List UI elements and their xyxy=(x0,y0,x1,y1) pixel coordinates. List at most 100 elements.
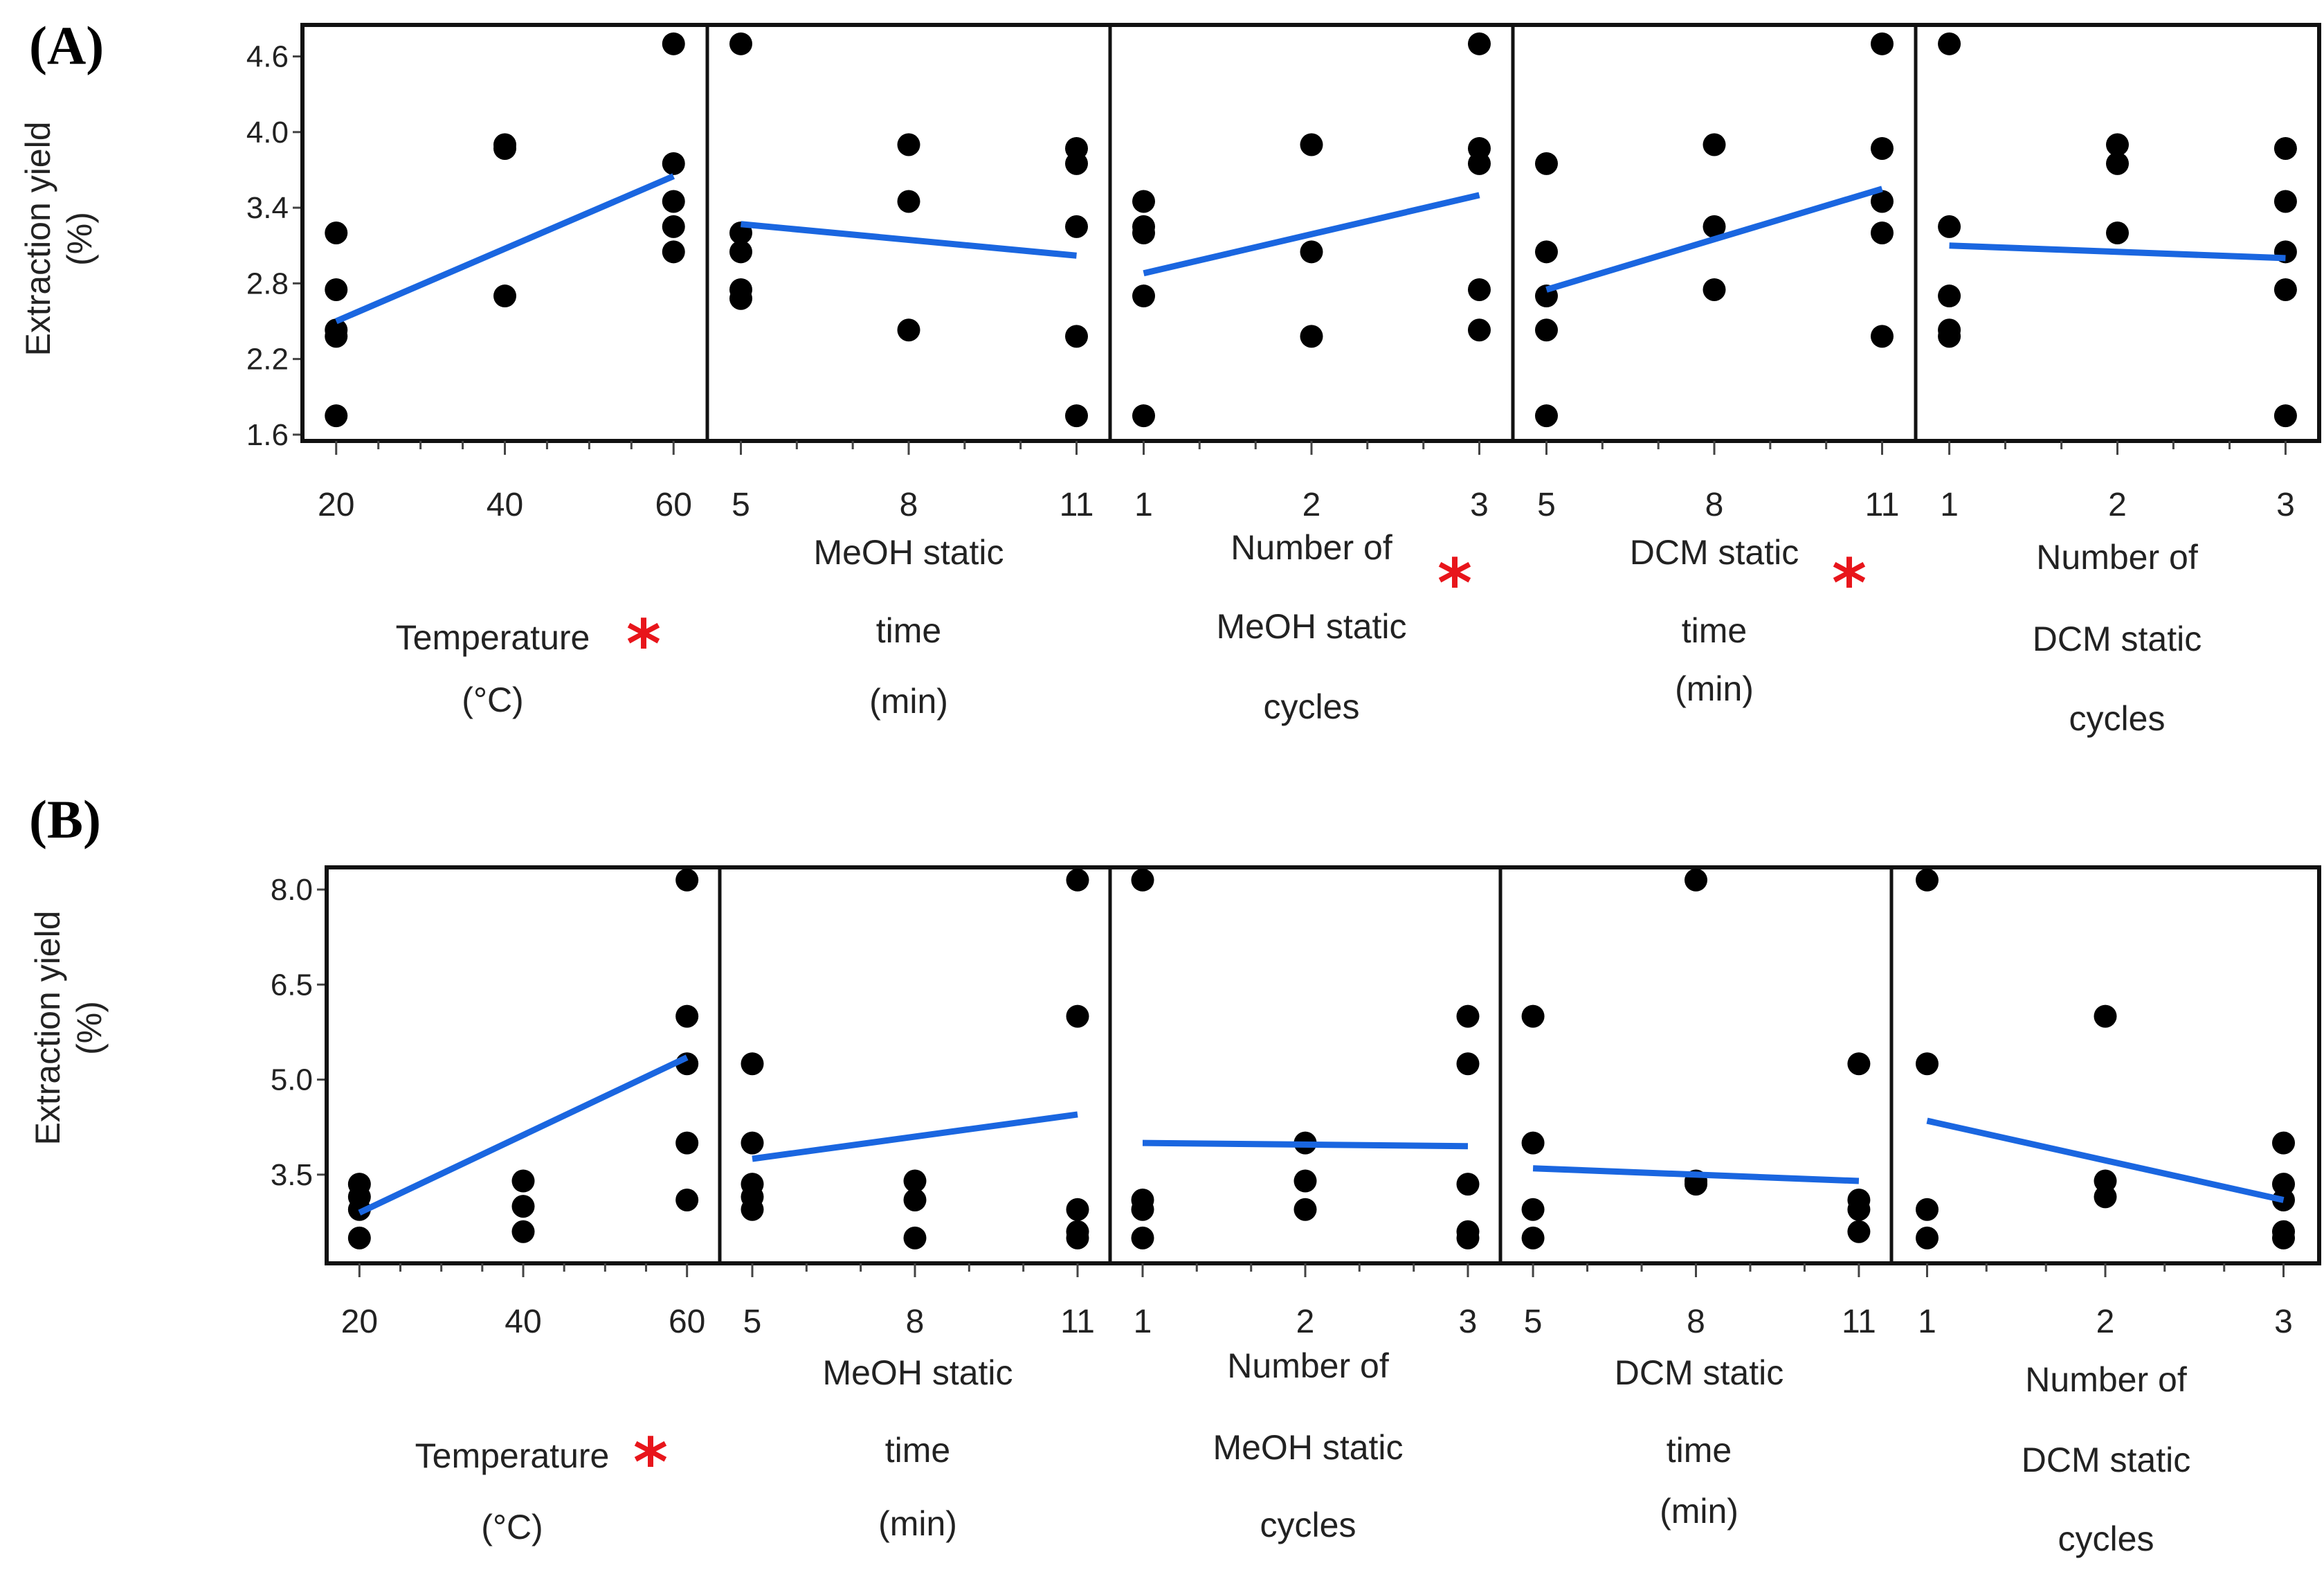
data-point xyxy=(903,1226,927,1249)
y-tick-label: 2.8 xyxy=(246,267,289,300)
x-tick-label: 20 xyxy=(341,1303,378,1340)
x-axis-label: DCM static xyxy=(2022,1441,2190,1479)
data-point xyxy=(1916,1052,1939,1076)
data-point xyxy=(493,285,516,308)
fit-line xyxy=(752,1111,1078,1162)
x-tick-label: 5 xyxy=(743,1303,762,1340)
data-point xyxy=(1065,152,1088,175)
data-point xyxy=(897,318,920,342)
y-tick-label: 3.4 xyxy=(246,191,289,225)
data-point xyxy=(1535,404,1558,428)
data-point xyxy=(1871,32,1894,55)
data-point xyxy=(1685,1173,1707,1196)
y-tick-label: 2.2 xyxy=(246,343,289,377)
panel-a: (A) Extraction yield (%) 1.6 2.2 2.8 3.4 4.0 4.6… xyxy=(19,15,2321,738)
x-tick-label: 8 xyxy=(900,487,918,523)
data-point xyxy=(662,240,685,264)
subplot-4: 5 8 11 DCM static time (min) xyxy=(1521,868,1876,1531)
x-axis-label: cycles xyxy=(1260,1506,1356,1544)
x-tick-label: 1 xyxy=(1134,1303,1152,1340)
significance-star-icon: * xyxy=(1437,545,1472,622)
x-axis-label: cycles xyxy=(2058,1519,2154,1558)
data-point xyxy=(1847,1220,1871,1243)
data-point xyxy=(1521,1198,1545,1221)
data-point xyxy=(1456,1004,1480,1028)
data-point xyxy=(1066,1226,1089,1249)
data-point xyxy=(1938,325,1961,348)
data-point xyxy=(1065,404,1088,428)
data-point xyxy=(1468,318,1491,342)
x-axis-label: Number of xyxy=(2036,538,2198,577)
data-point xyxy=(1300,133,1323,156)
data-point xyxy=(325,325,348,348)
data-point xyxy=(1916,868,1939,892)
data-point xyxy=(2094,1169,2117,1193)
x-axis-label: time xyxy=(876,611,941,650)
data-point xyxy=(1066,1198,1089,1221)
subplot-1: 20 40 60 Temperature (°C) * xyxy=(318,32,692,719)
x-axis-label: (min) xyxy=(878,1504,957,1543)
data-point xyxy=(1703,215,1726,238)
data-point xyxy=(897,133,920,156)
data-point xyxy=(662,152,685,175)
data-point xyxy=(741,1131,764,1155)
panel-b: (B) Extraction yield (%) 3.5 5.0 6.5 8.0 20 40 60… xyxy=(28,789,2321,1558)
x-axis-label: cycles xyxy=(2069,699,2166,738)
x-tick-label: 8 xyxy=(1687,1303,1705,1340)
data-point xyxy=(729,32,752,55)
subplot-2: 5 8 11 MeOH static time (min) xyxy=(741,868,1095,1543)
data-point xyxy=(1131,1198,1154,1221)
x-tick-label: 3 xyxy=(1470,487,1489,523)
x-axis-label: MeOH static xyxy=(1213,1428,1403,1467)
data-point xyxy=(1847,1198,1871,1221)
y-tick-label: 4.0 xyxy=(246,116,289,150)
x-tick-label: 11 xyxy=(1060,1303,1095,1340)
y-tick-label: 6.5 xyxy=(271,968,313,1002)
x-axis-label: time xyxy=(1667,1431,1732,1470)
data-point xyxy=(675,1188,699,1211)
x-axis-label: (°C) xyxy=(462,680,523,719)
data-point xyxy=(903,1188,927,1211)
x-axis-label: (min) xyxy=(869,682,948,721)
significance-star-icon: * xyxy=(626,606,661,683)
data-point xyxy=(347,1226,371,1249)
subplot-2: 5 8 11 MeOH static time (min) xyxy=(729,32,1093,721)
x-axis-label: MeOH static xyxy=(1216,607,1406,646)
data-point xyxy=(2106,222,2129,244)
data-point xyxy=(2273,136,2297,160)
data-point xyxy=(1293,1198,1317,1221)
data-point xyxy=(2094,1004,2117,1028)
data-point xyxy=(1293,1169,1317,1193)
x-axis-label: Number of xyxy=(2025,1360,2187,1399)
data-point xyxy=(2273,404,2297,428)
x-axis-label: Temperature xyxy=(415,1436,610,1475)
x-tick-label: 5 xyxy=(1537,487,1556,523)
data-point xyxy=(662,215,685,238)
data-point xyxy=(1703,133,1726,156)
x-axis-label: (min) xyxy=(1660,1492,1739,1531)
fit-line xyxy=(1143,192,1480,277)
x-tick-label: 2 xyxy=(1296,1303,1315,1340)
data-point xyxy=(2273,278,2297,301)
subplot-4: 5 8 11 DCM static time (min) * xyxy=(1535,32,1899,708)
data-point xyxy=(1938,285,1961,308)
data-point xyxy=(2106,133,2129,156)
data-point xyxy=(1871,222,1894,244)
data-point xyxy=(1065,325,1088,348)
x-axis-label: (°C) xyxy=(481,1508,543,1546)
data-point xyxy=(1916,1198,1939,1221)
data-point xyxy=(741,1052,764,1076)
data-point xyxy=(1456,1173,1480,1196)
fit-line xyxy=(741,221,1077,259)
data-point xyxy=(1456,1226,1480,1249)
data-point xyxy=(729,287,752,310)
x-tick-label: 20 xyxy=(318,487,354,523)
data-point xyxy=(662,32,685,55)
data-point xyxy=(325,404,348,428)
data-point xyxy=(511,1169,535,1193)
x-tick-label: 3 xyxy=(1459,1303,1478,1340)
x-tick-label: 60 xyxy=(669,1303,705,1340)
fit-line xyxy=(1142,1139,1469,1150)
data-point xyxy=(1871,190,1894,213)
data-point xyxy=(1131,868,1154,892)
